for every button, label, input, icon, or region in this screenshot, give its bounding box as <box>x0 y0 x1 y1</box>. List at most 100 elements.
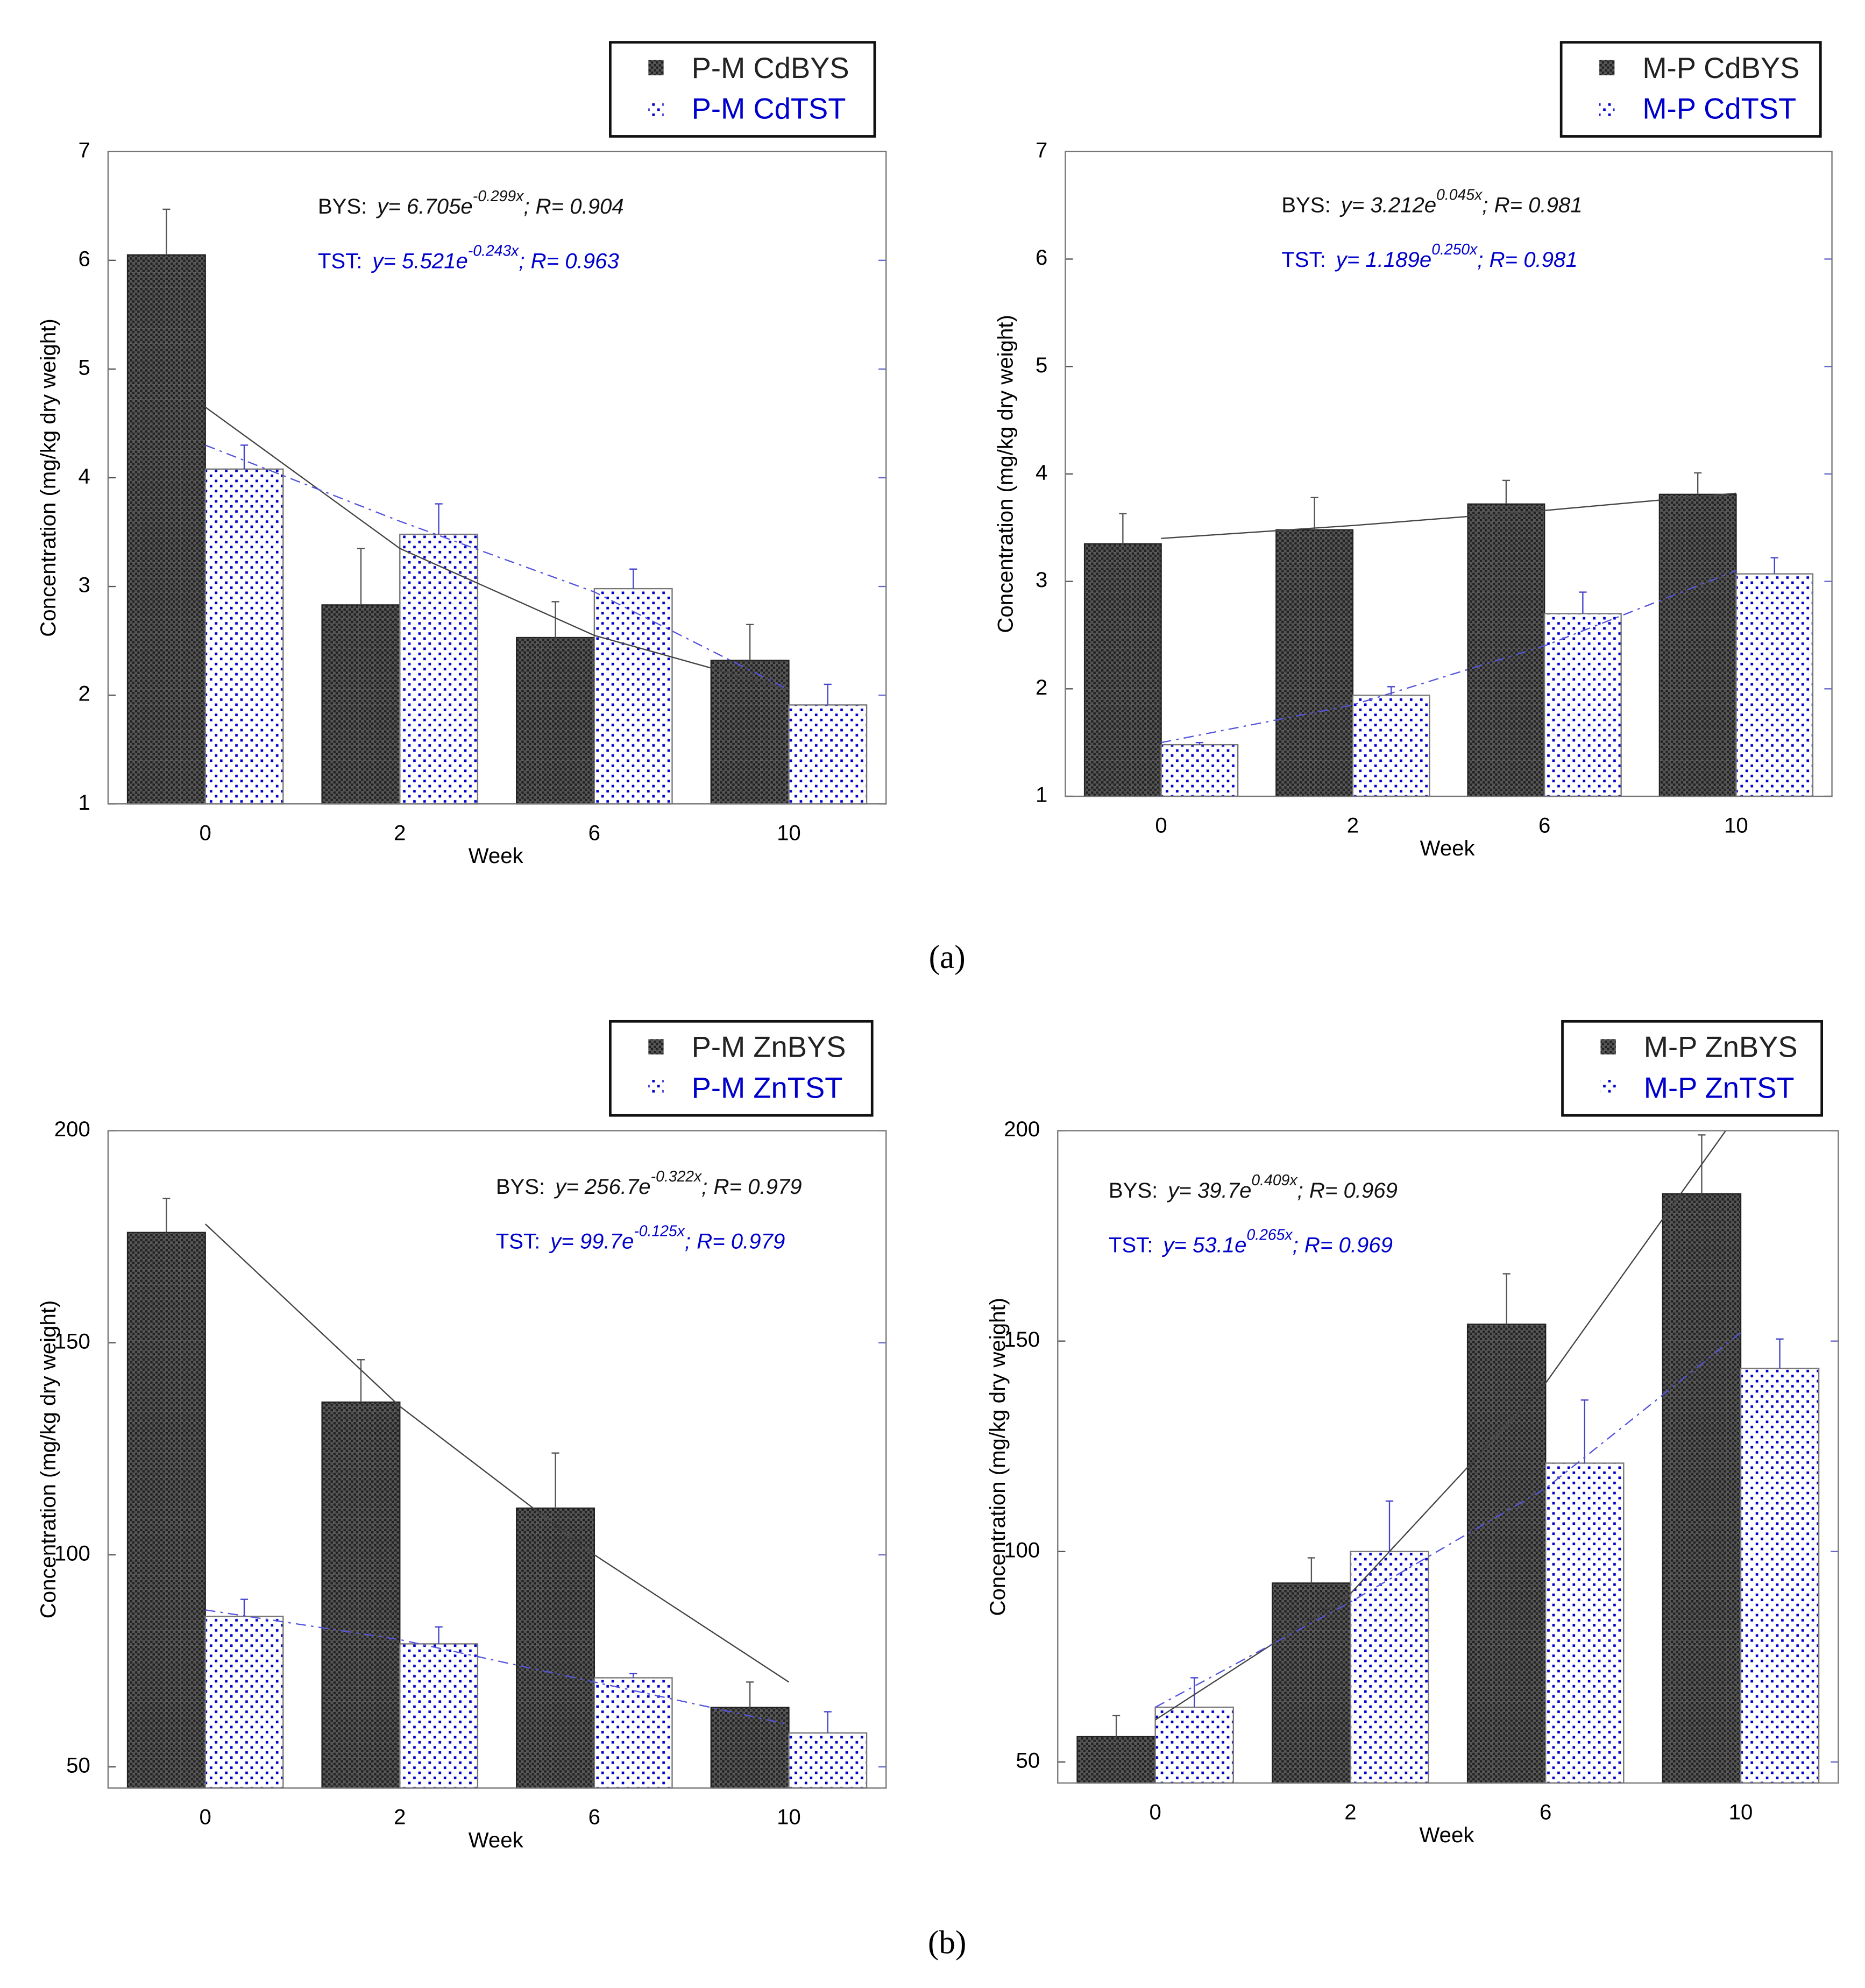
legend-label: P-M CdBYS <box>692 52 849 84</box>
bar <box>1154 1706 1234 1784</box>
bar <box>1466 1324 1547 1784</box>
trend-line <box>1155 1332 1741 1708</box>
bar <box>321 1401 401 1789</box>
annotation-equation: y= 3.212e <box>1339 193 1437 217</box>
y-tick-label: 7 <box>1036 138 1047 162</box>
bar <box>593 1677 673 1789</box>
x-axis-label: Week <box>469 1828 524 1852</box>
x-tick-label: 0 <box>1150 1800 1161 1824</box>
y-tick-label: 5 <box>78 356 90 380</box>
chart: 50 100 150 200 0 2 6 10 Week Concentration (mg/kg… <box>36 1020 887 1852</box>
y-tick-label: 50 <box>66 1753 90 1778</box>
x-axis-label: Week <box>469 844 524 868</box>
legend-label: M-P ZnBYS <box>1644 1031 1798 1064</box>
annotation-equation: y= 1.189e <box>1335 247 1432 272</box>
legend-box <box>1561 1020 1824 1117</box>
x-tick-label: 10 <box>777 1805 801 1829</box>
y-tick-label: 2 <box>1036 675 1047 699</box>
bar <box>1350 1551 1429 1784</box>
chart: 50 100 150 200 0 2 6 10 Week Concentration (mg/kg… <box>985 1020 1839 1847</box>
y-tick-label: 6 <box>1036 245 1047 270</box>
annotation: BYS: y= 6.705e-0.299x; R= 0.904 <box>318 188 624 218</box>
y-tick-label: 100 <box>1004 1538 1040 1562</box>
bar <box>710 660 790 805</box>
y-tick-label: 200 <box>1004 1117 1040 1141</box>
x-tick-label: 0 <box>200 821 211 845</box>
x-axis-label: Week <box>1420 836 1476 860</box>
bar <box>516 636 595 805</box>
bar <box>593 588 673 805</box>
annotation: BYS: y= 39.7e0.409x; R= 0.969 <box>1109 1172 1398 1202</box>
bar <box>126 254 206 805</box>
annotation-label: BYS: <box>496 1175 545 1199</box>
annotation-tail: ; R= 0.981 <box>1482 193 1582 217</box>
legend-swatch <box>1600 1080 1616 1095</box>
chart: 1 2 3 4 5 6 7 0 2 6 10 Week Concentration (mg/kg dry… <box>993 41 1833 860</box>
annotation: BYS: y= 256.7e-0.322x; R= 0.979 <box>496 1168 802 1198</box>
bar <box>321 604 401 805</box>
annotation-exponent: -0.322x <box>651 1168 702 1185</box>
bar <box>1543 613 1622 797</box>
legend-swatch <box>648 60 664 75</box>
bar <box>788 704 868 805</box>
panel-label: (a) <box>929 939 966 975</box>
annotation-label: TST: <box>318 249 363 273</box>
y-axis-label: Concentration (mg/kg dry weight) <box>985 1298 1010 1616</box>
bar <box>1076 1736 1156 1784</box>
annotation-equation: y= 256.7e <box>554 1175 651 1199</box>
y-tick-label: 2 <box>78 682 90 706</box>
x-tick-label: 10 <box>777 821 801 845</box>
y-tick-label: 4 <box>78 464 90 489</box>
bar <box>788 1732 868 1789</box>
bar <box>204 468 284 805</box>
annotation-tail: ; R= 0.979 <box>701 1175 802 1199</box>
bar <box>1545 1462 1625 1784</box>
chart: 1 2 3 4 5 6 7 0 2 6 10 Week Concentration (mg/kg dry… <box>36 41 887 868</box>
y-tick-label: 200 <box>54 1117 90 1141</box>
y-tick-label: 150 <box>54 1329 90 1353</box>
annotation-equation: y= 6.705e <box>375 194 473 218</box>
legend-swatch <box>648 1039 664 1055</box>
y-tick-label: 50 <box>1016 1748 1040 1772</box>
x-tick-label: 10 <box>1724 813 1748 837</box>
legend-swatch <box>1599 101 1615 116</box>
bar <box>1658 493 1737 797</box>
legend-box <box>609 41 876 138</box>
bar <box>1740 1368 1820 1784</box>
y-tick-label: 150 <box>1004 1327 1040 1352</box>
annotation-exponent: 0.250x <box>1431 242 1478 259</box>
x-tick-label: 0 <box>200 1805 211 1829</box>
annotation-equation: y= 99.7e <box>549 1229 634 1253</box>
legend-swatch <box>1600 1039 1616 1055</box>
bar <box>1275 529 1354 797</box>
annotation-tail: ; R= 0.979 <box>685 1229 785 1253</box>
panel-label: (b) <box>928 1925 967 1961</box>
trend-line <box>204 1223 790 1683</box>
y-tick-label: 1 <box>1036 783 1047 807</box>
x-tick-label: 10 <box>1729 1800 1753 1824</box>
legend-box <box>1559 41 1822 138</box>
legend-label: P-M ZnBYS <box>692 1031 846 1064</box>
annotation-equation: y= 39.7e <box>1166 1178 1251 1202</box>
plot-frame <box>107 151 887 805</box>
annotation-equation: y= 5.521e <box>371 249 468 273</box>
x-tick-label: 0 <box>1155 813 1167 837</box>
annotation-exponent: 0.265x <box>1246 1227 1293 1244</box>
y-axis-label: Concentration (mg/kg dry weight) <box>36 319 60 636</box>
legend-swatch <box>648 101 664 116</box>
annotation: TST: y= 5.521e-0.243x; R= 0.963 <box>318 243 619 273</box>
annotation-equation: y= 53.1e <box>1161 1233 1246 1257</box>
y-axis-label: Concentration (mg/kg dry weight) <box>36 1300 60 1618</box>
annotation: TST: y= 99.7e-0.125x; R= 0.979 <box>496 1223 785 1253</box>
trend-line <box>1161 570 1736 744</box>
legend-label: M-P CdBYS <box>1642 52 1799 84</box>
bar <box>399 1643 479 1789</box>
bar <box>126 1232 206 1789</box>
bar <box>1083 543 1162 797</box>
annotation-label: TST: <box>496 1229 541 1253</box>
annotation-exponent: 0.045x <box>1436 187 1483 204</box>
bar <box>710 1707 790 1789</box>
y-tick-label: 3 <box>78 573 90 597</box>
